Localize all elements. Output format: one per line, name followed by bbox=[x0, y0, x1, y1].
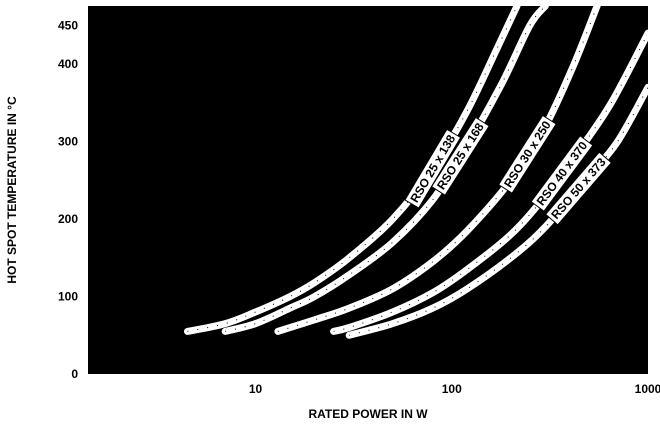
series-curve bbox=[274, 6, 601, 335]
y-tick-label: 300 bbox=[58, 135, 78, 149]
y-tick-label: 400 bbox=[58, 57, 78, 71]
series-line bbox=[184, 6, 521, 335]
series-line bbox=[330, 29, 648, 335]
series-label-box bbox=[544, 151, 613, 226]
series-label-box bbox=[404, 128, 462, 209]
series-label-box bbox=[530, 135, 594, 212]
series-label-box bbox=[430, 116, 490, 196]
y-axis-title: HOT SPOT TEMPERATURE IN °C bbox=[5, 96, 19, 284]
series-line bbox=[221, 6, 549, 335]
y-tick-label: 200 bbox=[58, 212, 78, 226]
series-curve bbox=[184, 6, 521, 335]
curves-layer bbox=[184, 6, 648, 339]
series-curve bbox=[221, 6, 549, 335]
series-line bbox=[274, 6, 601, 335]
axis-ticks-layer: 0 100 200 300 400 450 10 100 1000 bbox=[58, 18, 660, 396]
y-tick-label: 450 bbox=[58, 18, 78, 32]
x-axis-title: RATED POWER IN W bbox=[308, 407, 428, 421]
x-tick-label: 10 bbox=[249, 382, 263, 396]
y-tick-label: 100 bbox=[58, 290, 78, 304]
x-tick-label: 1000 bbox=[635, 382, 660, 396]
x-tick-label: 100 bbox=[442, 382, 462, 396]
y-tick-label: 0 bbox=[71, 367, 78, 381]
series-label-box bbox=[497, 114, 557, 194]
